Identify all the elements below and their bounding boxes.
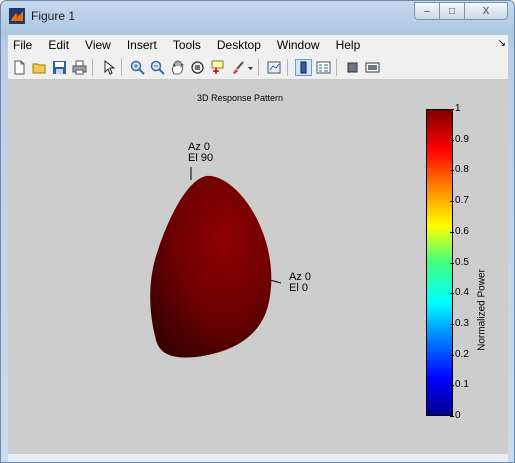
3d-response-surface — [150, 175, 272, 358]
edit-plot-arrow-icon[interactable] — [100, 59, 117, 76]
window-bottom-border — [8, 454, 508, 462]
brush-icon[interactable] — [229, 59, 246, 76]
new-figure-icon[interactable] — [11, 59, 28, 76]
annotation-line: El 90 — [188, 152, 214, 164]
pan-icon[interactable] — [169, 59, 186, 76]
brush-dropdown-icon[interactable] — [246, 59, 254, 76]
annotation-leader-line — [269, 279, 282, 284]
annotation-az0-el0: Az 0 El 0 — [289, 272, 311, 294]
colorbar-tick-label: 0.7 — [455, 195, 469, 207]
link-plot-icon[interactable] — [266, 59, 283, 76]
colorbar-tick-mark — [450, 323, 454, 325]
maximize-button[interactable]: □ — [440, 2, 465, 20]
colorbar-tick-label: 0.3 — [455, 317, 469, 329]
menu-edit[interactable]: Edit — [48, 38, 70, 52]
colorbar-tick-label: 0.6 — [455, 225, 469, 237]
title-bar[interactable]: Figure 1 – □ X — [1, 1, 514, 31]
show-plot-tools-icon[interactable] — [364, 59, 381, 76]
rotate-3d-icon[interactable] — [189, 59, 206, 76]
menu-tools[interactable]: Tools — [172, 38, 201, 52]
print-icon[interactable] — [71, 59, 88, 76]
save-icon[interactable] — [51, 59, 68, 76]
menu-file[interactable]: File — [13, 38, 33, 52]
annotation-line: Az 0 — [188, 141, 211, 153]
zoom-out-icon[interactable] — [149, 59, 166, 76]
figure-toolbar — [8, 55, 508, 80]
colorbar-tick-label: 0.8 — [455, 164, 469, 176]
colorbar-tick-mark — [450, 201, 454, 203]
colorbar-tick-label: 0 — [455, 410, 461, 421]
menu-help[interactable]: Help — [335, 38, 361, 52]
response-pattern-plot[interactable] — [8, 100, 338, 400]
colorbar-tick-mark — [450, 139, 454, 141]
zoom-in-icon[interactable] — [129, 59, 146, 76]
window-title: Figure 1 — [31, 9, 76, 23]
colorbar-tick-label: 1 — [455, 103, 461, 114]
colorbar-tick-label: 0.2 — [455, 348, 469, 360]
colorbar-tick-mark — [450, 262, 454, 264]
window-controls: – □ X — [414, 2, 508, 20]
colorbar-tick-mark — [450, 416, 454, 417]
dock-figure-icon[interactable]: ↘ — [497, 38, 506, 49]
open-file-icon[interactable] — [31, 59, 48, 76]
data-cursor-icon[interactable] — [209, 59, 226, 76]
colorbar-tick-mark — [450, 354, 454, 356]
colorbar-tick-label: 0.5 — [455, 256, 469, 268]
colorbar-tick-label: 0.4 — [455, 287, 469, 299]
toolbar-separator — [287, 58, 288, 76]
menu-desktop[interactable]: Desktop — [216, 38, 261, 52]
toolbar-separator — [336, 58, 337, 76]
colorbar-tick-label: 0.1 — [455, 379, 469, 391]
matlab-logo-icon — [9, 8, 25, 24]
menu-bar: File Edit View Insert Tools Desktop Wind… — [8, 35, 508, 55]
colorbar-tick-mark — [450, 293, 454, 295]
legend-icon[interactable] — [315, 59, 332, 76]
menu-insert[interactable]: Insert — [126, 38, 157, 52]
colorbar-tick-label: 0.9 — [455, 133, 469, 145]
figure-canvas[interactable]: 3D Response Pattern Az 0 El 90 Az 0 El 0… — [8, 80, 508, 454]
close-button[interactable]: X — [465, 2, 508, 20]
annotation-az0-el90: Az 0 El 90 — [188, 142, 213, 164]
minimize-button[interactable]: – — [414, 2, 440, 20]
colorbar-icon[interactable] — [295, 58, 312, 76]
colorbar-tick-mark — [450, 231, 454, 233]
toolbar-separator — [258, 58, 259, 76]
colorbar-tick-mark — [450, 170, 454, 172]
menu-window[interactable]: Window — [276, 38, 320, 52]
hide-plot-tools-icon[interactable] — [344, 59, 361, 76]
plot-title: 3D Response Pattern — [196, 93, 284, 103]
menu-view[interactable]: View — [85, 38, 111, 52]
toolbar-separator — [121, 58, 122, 76]
colorbar-label: Normalized Power — [476, 269, 488, 351]
annotation-line: El 0 — [289, 282, 308, 294]
annotation-line: Az 0 — [289, 271, 312, 283]
colorbar[interactable] — [426, 109, 453, 416]
toolbar-separator — [92, 58, 93, 76]
colorbar-tick-mark — [450, 385, 454, 387]
colorbar-tick-mark — [450, 109, 454, 110]
